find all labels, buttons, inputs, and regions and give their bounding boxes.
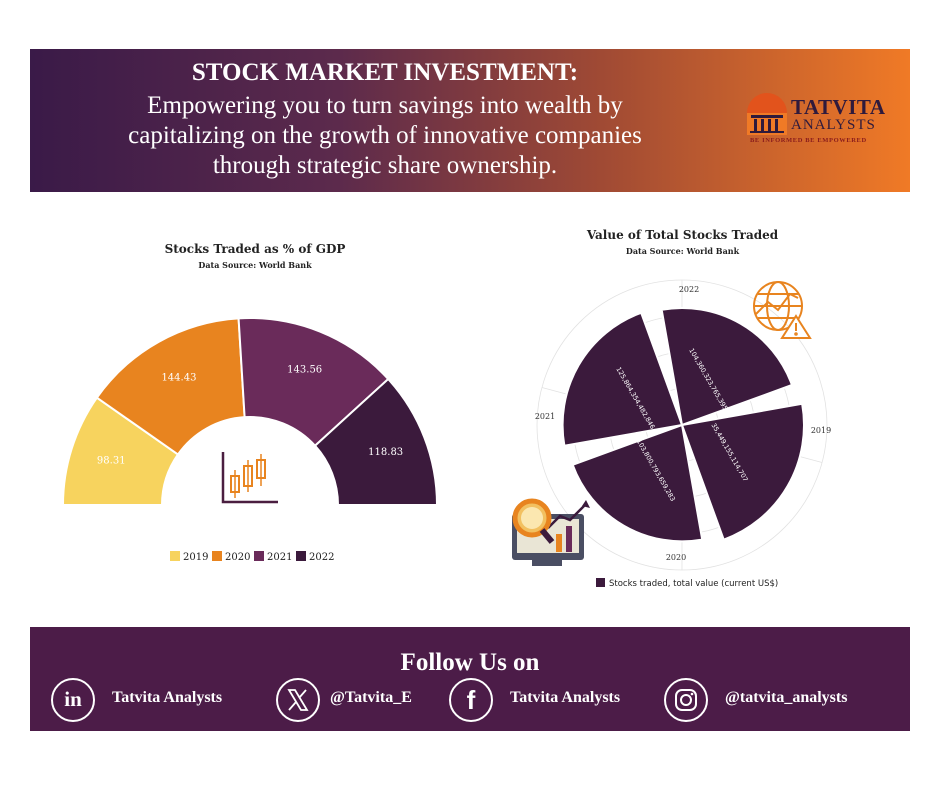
instagram-icon[interactable] — [664, 678, 708, 722]
follow-us-title: Follow Us on — [400, 649, 540, 676]
x-twitter-icon[interactable] — [276, 678, 320, 722]
instagram-logo-icon — [675, 689, 697, 711]
footer-banner: Follow Us on in Tatvita Analysts @Tatvit… — [30, 627, 910, 731]
polar-angular-label-2020: 2020 — [666, 553, 686, 562]
header-subtitle-line-2: capitalizing on the growth of innovative… — [128, 122, 642, 149]
logo-tagline: BE INFORMED BE EMPOWERED — [750, 137, 867, 144]
donut-value-label-2021: 143.56 — [287, 365, 322, 376]
chart-legend: 2019 2020 2021 2022 — [170, 551, 334, 563]
header-subtitle-line-3: through strategic share ownership. — [212, 152, 558, 179]
linkedin-glyph: in — [64, 687, 82, 711]
gdp-half-donut-chart: Stocks Traded as % of GDP Data Source: W… — [40, 230, 470, 575]
legend-label-2022: 2022 — [309, 552, 334, 563]
chart-subtitle: Data Source: World Bank — [198, 260, 312, 270]
polar-bar-2020 — [571, 423, 704, 543]
instagram-label[interactable]: @tatvita_analysts — [725, 689, 848, 706]
legend-label-2019: 2019 — [183, 552, 208, 563]
header-subtitle-line-1: Empowering you to turn savings into weal… — [147, 92, 623, 119]
header-banner: STOCK MARKET INVESTMENT: Empowering you … — [30, 49, 910, 192]
donut-value-label-2020: 144.43 — [161, 373, 196, 384]
x-twitter-label[interactable]: @Tatvita_E — [330, 689, 412, 706]
globe-warning-icon — [753, 281, 812, 339]
polar-angular-label-2019: 2019 — [811, 426, 831, 435]
magnifier-analytics-icon — [512, 498, 590, 566]
legend-swatch-2019 — [170, 551, 180, 561]
facebook-label[interactable]: Tatvita Analysts — [510, 689, 621, 706]
chart-subtitle: Data Source: World Bank — [625, 246, 740, 256]
logo-sun-icon — [747, 93, 787, 135]
donut-value-label-2019: 98.31 — [97, 456, 126, 467]
logo-name-line-2: ANALYSTS — [791, 117, 876, 133]
donut-value-label-2022: 118.83 — [368, 447, 403, 458]
logo-name-line-1: TATVITA — [791, 95, 886, 119]
polar-bar-2019 — [680, 402, 805, 541]
polar-angular-label-2022: 2022 — [679, 285, 699, 294]
polar-bar-2022 — [660, 307, 794, 427]
donut-slice-2022 — [313, 377, 439, 506]
polar-bar-2021 — [561, 311, 684, 447]
legend-swatch-2020 — [212, 551, 222, 561]
legend-swatch-2021 — [254, 551, 264, 561]
legend-label-stocks-traded: Stocks traded, total value (current US$) — [609, 579, 778, 589]
stocks-traded-polar-chart: Value of Total Stocks Traded Data Source… — [490, 220, 890, 600]
company-logo: TATVITA ANALYSTS BE INFORMED BE EMPOWERE… — [745, 91, 905, 151]
legend-label-2021: 2021 — [267, 552, 292, 563]
linkedin-label[interactable]: Tatvita Analysts — [112, 689, 223, 706]
header-title: STOCK MARKET INVESTMENT: — [191, 59, 579, 86]
x-logo-icon — [287, 689, 309, 711]
legend-label-2020: 2020 — [225, 552, 250, 563]
legend-swatch-2022 — [296, 551, 306, 561]
linkedin-icon[interactable]: in — [51, 678, 95, 722]
candlestick-chart-icon — [221, 452, 278, 504]
facebook-glyph: f — [466, 685, 476, 715]
chart-legend: Stocks traded, total value (current US$) — [596, 578, 778, 589]
polar-angular-label-2021: 2021 — [535, 412, 555, 421]
legend-swatch-stocks-traded — [596, 578, 605, 587]
chart-title: Stocks Traded as % of GDP — [164, 242, 346, 256]
chart-title: Value of Total Stocks Traded — [586, 228, 779, 242]
half-donut-plot: 98.31 144.43 143.56 118.83 2019 2020 2021 2022 — [61, 317, 439, 563]
facebook-icon[interactable]: f — [449, 678, 493, 722]
polar-bar-plot: 35,449,155,114,707103,800,793,659,283125… — [512, 279, 831, 589]
